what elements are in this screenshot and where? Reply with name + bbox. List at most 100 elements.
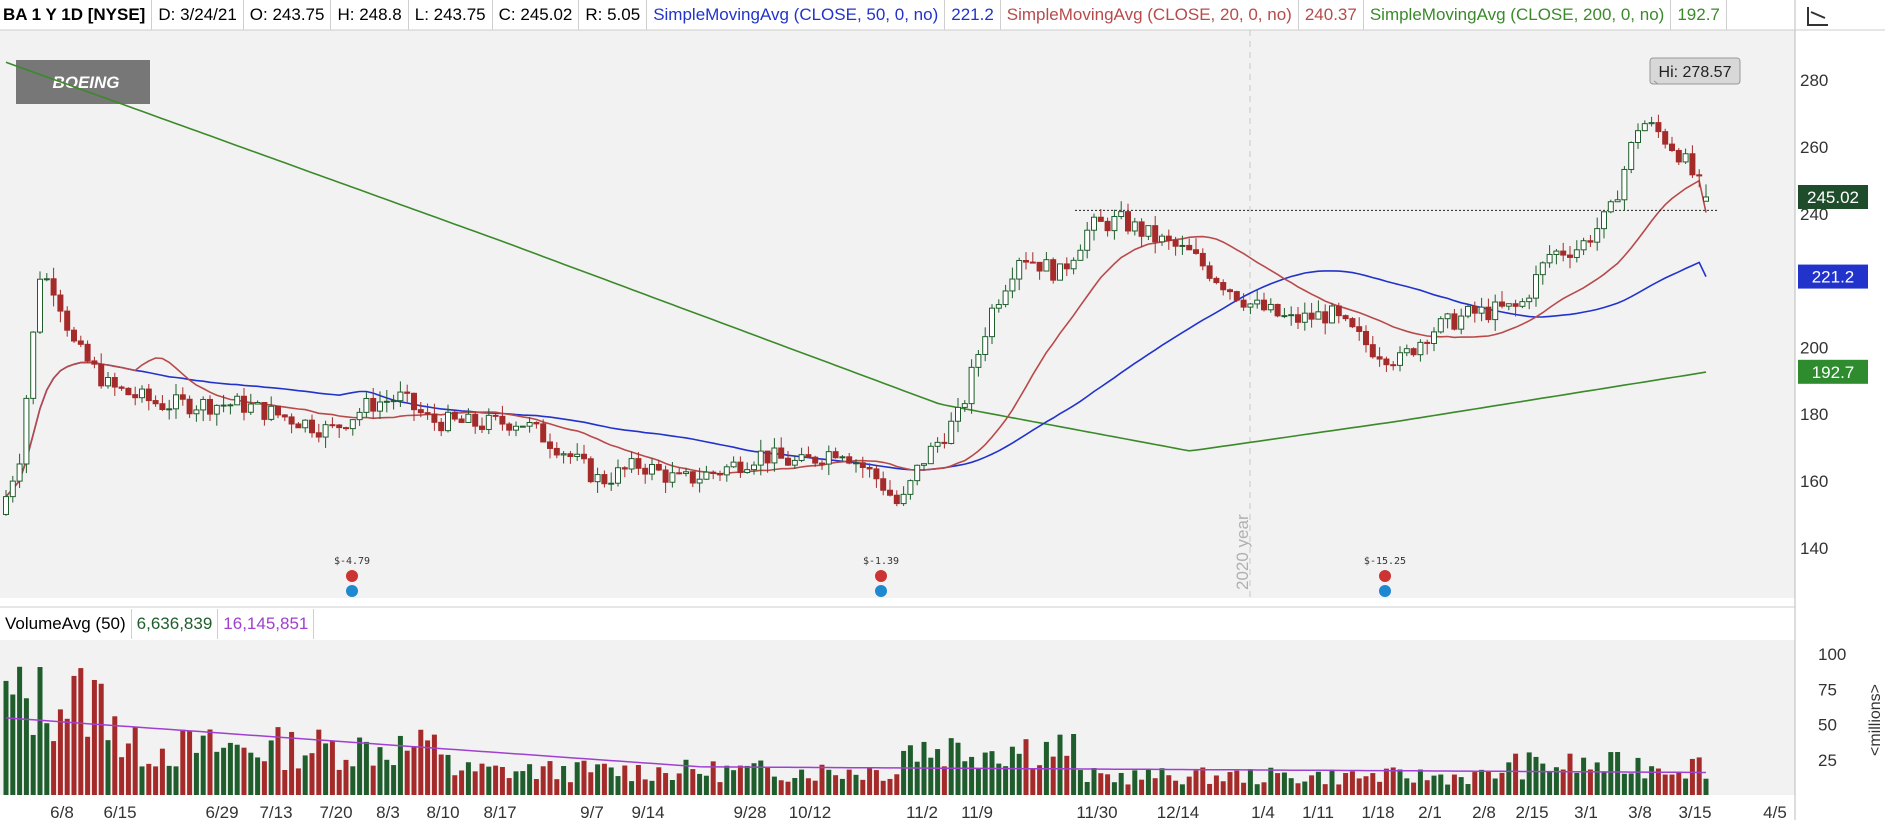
high-label-box: [1649, 57, 1741, 85]
volume-bar: [1533, 756, 1539, 795]
candle-body: [1648, 122, 1655, 125]
volume-bar: [200, 735, 206, 795]
candle-body: [1315, 311, 1322, 320]
volume-bar: [1356, 778, 1362, 795]
volume-bar: [146, 763, 152, 795]
volume-bar: [370, 765, 376, 795]
candle-body: [1417, 341, 1424, 356]
candle-body: [1206, 265, 1213, 279]
sma20-label[interactable]: SimpleMovingAvg (CLOSE, 20, 0, no): [1001, 0, 1299, 30]
candle-body: [139, 388, 145, 399]
sma200-line: [5, 61, 1707, 452]
volume-bar: [295, 768, 301, 795]
volume-bar: [1105, 774, 1111, 795]
volume-bar: [302, 755, 308, 795]
candle-body: [948, 420, 955, 444]
chart-settings-icon[interactable]: [1805, 4, 1831, 28]
candle-body: [1281, 315, 1288, 318]
candle-body: [1186, 244, 1193, 251]
volume-bar: [533, 779, 539, 795]
candle-body: [1063, 263, 1070, 270]
candle-body: [445, 411, 451, 432]
volume-bar: [91, 679, 97, 795]
volume-bar: [452, 775, 458, 795]
volume-bar: [1234, 770, 1240, 795]
volume-bar: [1383, 768, 1389, 795]
candle-body: [77, 340, 84, 345]
candle-body: [336, 424, 343, 429]
x-tick-label: 1/11: [1302, 803, 1334, 820]
candle-body: [1329, 305, 1335, 324]
candle-body: [669, 472, 676, 483]
volume-bar: [1526, 752, 1532, 795]
volume-bar: [391, 765, 397, 795]
sma50-flag-box: [1798, 264, 1868, 289]
candle-body: [1478, 306, 1485, 314]
candle-body: [343, 427, 349, 430]
volume-bar: [431, 734, 437, 795]
volume-bar: [1377, 781, 1383, 795]
candle-body: [424, 412, 431, 415]
volume-bar: [914, 761, 920, 795]
volume-bar: [629, 781, 635, 795]
candle-body: [1573, 249, 1580, 258]
year-label: 2020 year: [1233, 514, 1252, 590]
volume-bar: [1064, 755, 1070, 795]
volume-bar: [425, 740, 431, 795]
dividend-icon: [1379, 585, 1391, 597]
volume-bar: [343, 759, 349, 795]
volume-bar: [1587, 769, 1593, 795]
candle-body: [1335, 305, 1342, 317]
candle-body: [642, 467, 649, 475]
candle-body: [152, 400, 159, 405]
sma200-label[interactable]: SimpleMovingAvg (CLOSE, 200, 0, no): [1364, 0, 1672, 30]
volume-bar: [1676, 772, 1682, 795]
volume-bar: [1213, 775, 1219, 795]
sma50-label[interactable]: SimpleMovingAvg (CLOSE, 50, 0, no): [647, 0, 946, 30]
candle-body: [84, 343, 91, 362]
sma50-flag: 221.2: [1812, 268, 1855, 287]
candle-body: [173, 394, 179, 410]
volume-bar: [309, 753, 315, 795]
candle-body: [696, 478, 703, 484]
candle-body: [635, 458, 642, 469]
candle-body: [1301, 312, 1308, 323]
candle-body: [975, 353, 982, 368]
volume-bar: [717, 782, 723, 795]
candle-body: [220, 404, 227, 407]
candle-body: [179, 394, 186, 400]
volume-bar: [78, 668, 84, 795]
candle-body: [1023, 260, 1029, 263]
volume-bar: [1173, 780, 1179, 795]
candle-body: [23, 397, 30, 465]
volume-bar: [268, 740, 274, 795]
x-tick-label: 1/4: [1251, 803, 1275, 820]
dividend-icon: [875, 585, 887, 597]
volume-bar: [1009, 746, 1015, 795]
candle-body: [1016, 260, 1023, 280]
candle-body: [288, 416, 295, 425]
earnings-icon: [875, 570, 887, 582]
boeing-logo: [16, 60, 150, 104]
volume-bar: [1268, 767, 1274, 795]
candle-body: [519, 425, 526, 428]
symbol-label[interactable]: BA 1 Y 1D [NYSE]: [0, 0, 153, 30]
candle-body: [900, 493, 907, 505]
candle-body: [309, 419, 315, 434]
candle-body: [213, 404, 220, 415]
volume-bar: [1479, 769, 1485, 795]
volume-bar: [180, 729, 186, 795]
dividend-icon: [346, 585, 358, 597]
volume-bar: [907, 745, 913, 795]
range-value: R: 5.05: [579, 0, 648, 30]
volume-bar: [479, 763, 485, 795]
candle-body: [125, 387, 132, 396]
close-value: C: 245.02: [493, 0, 580, 30]
volume-bar: [635, 764, 641, 795]
volume-bar: [411, 746, 417, 795]
volume-bar: [1003, 766, 1009, 795]
candle-body: [458, 418, 465, 423]
candle-body: [941, 441, 948, 444]
volume-avg-label[interactable]: VolumeAvg (50): [0, 609, 132, 639]
